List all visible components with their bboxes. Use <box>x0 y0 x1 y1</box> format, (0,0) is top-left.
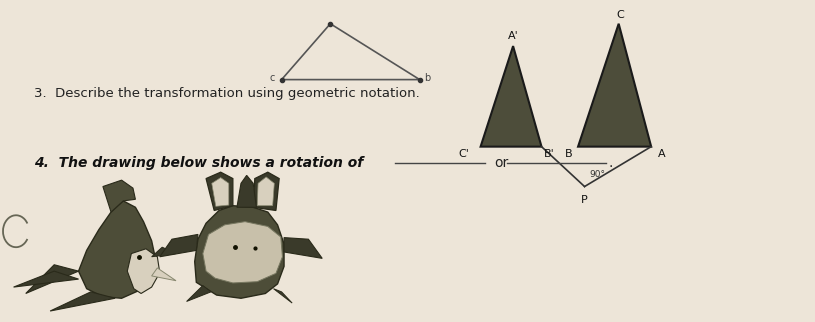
Polygon shape <box>152 268 176 281</box>
Text: C': C' <box>458 149 469 159</box>
Text: 4.  The drawing below shows a rotation of: 4. The drawing below shows a rotation of <box>34 156 363 170</box>
Text: c: c <box>270 73 275 83</box>
Polygon shape <box>284 238 322 258</box>
Text: b: b <box>424 73 430 83</box>
Polygon shape <box>160 234 198 257</box>
Text: A: A <box>658 149 665 159</box>
Text: C: C <box>616 10 624 20</box>
Polygon shape <box>195 206 284 298</box>
Polygon shape <box>203 222 283 283</box>
Text: 3.  Describe the transformation using geometric notation.: 3. Describe the transformation using geo… <box>34 88 420 100</box>
Text: .: . <box>608 156 613 170</box>
Polygon shape <box>14 271 78 287</box>
Text: or: or <box>495 156 509 170</box>
Polygon shape <box>578 24 651 147</box>
Polygon shape <box>206 172 233 211</box>
Polygon shape <box>127 249 160 293</box>
Polygon shape <box>258 177 275 206</box>
Polygon shape <box>212 178 229 206</box>
Polygon shape <box>237 175 257 207</box>
Polygon shape <box>481 46 541 147</box>
Text: B': B' <box>544 149 555 159</box>
Polygon shape <box>50 292 115 311</box>
Polygon shape <box>274 289 292 303</box>
Text: P: P <box>581 194 588 204</box>
Polygon shape <box>187 286 211 301</box>
Polygon shape <box>26 265 78 293</box>
Polygon shape <box>253 172 280 211</box>
Text: B: B <box>565 149 572 159</box>
Text: A': A' <box>508 31 518 41</box>
Text: 90°: 90° <box>589 170 606 179</box>
Polygon shape <box>152 247 176 257</box>
Polygon shape <box>103 180 135 212</box>
Polygon shape <box>78 201 156 298</box>
